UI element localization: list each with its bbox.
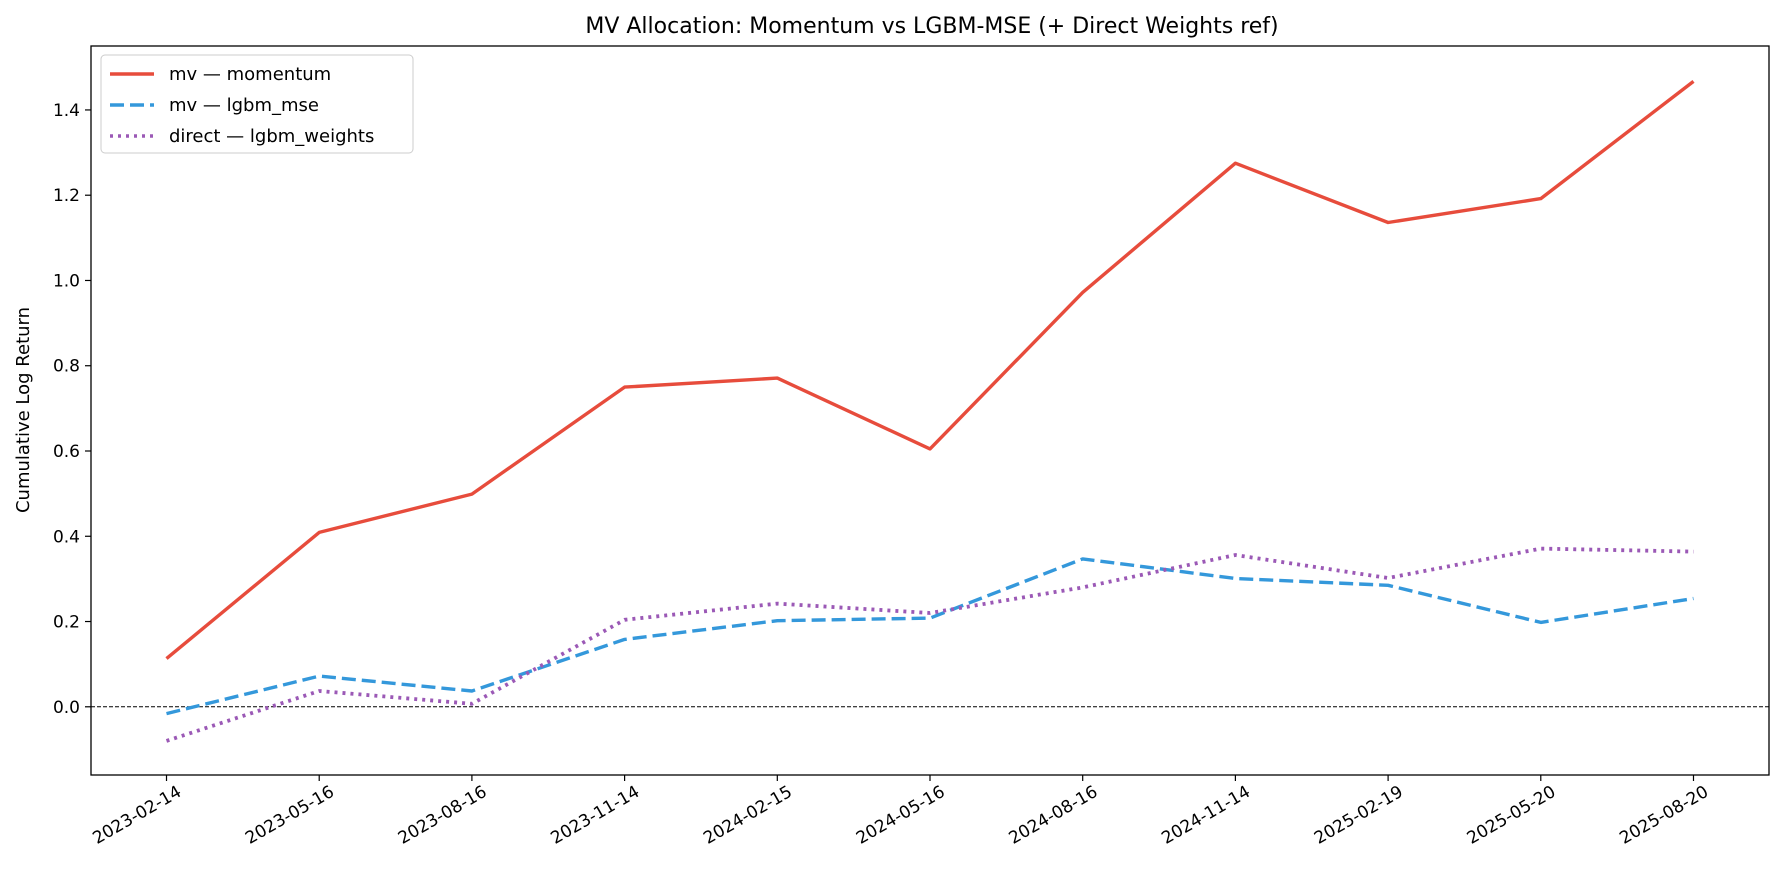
- x-tick-label: 2025-08-20: [1616, 782, 1712, 849]
- legend-label-2: direct — lgbm_weights: [169, 126, 374, 147]
- x-axis-ticks: 2023-02-14 2023-05-16 2023-08-16 2023-11-14…: [89, 775, 1712, 849]
- y-axis-ticks: 0.0 0.2 0.4 0.6 0.8 1.0 1.2 1.4: [53, 101, 91, 718]
- series-line-2: [165, 546, 1694, 743]
- legend-label-1: mv — lgbm_mse: [169, 95, 319, 116]
- plot-area-frame: [90, 45, 1770, 776]
- y-tick-label: 0.0: [53, 698, 80, 718]
- chart-title: MV Allocation: Momentum vs LGBM-MSE (+ D…: [585, 14, 1278, 39]
- legend-label-0: mv — momentum: [169, 64, 331, 85]
- x-tick-label: 2024-05-16: [853, 782, 949, 849]
- series-line-1: [166, 557, 1694, 716]
- series-layer: [165, 80, 1695, 743]
- series-line-0: [165, 80, 1695, 660]
- y-tick-label: 1.2: [53, 186, 80, 206]
- y-tick-label: 1.0: [53, 271, 80, 291]
- y-tick-label: 1.4: [53, 101, 80, 121]
- y-tick-label: 0.6: [53, 442, 80, 462]
- x-tick-label: 2024-11-14: [1158, 782, 1254, 849]
- x-tick-label: 2025-02-19: [1311, 782, 1407, 849]
- x-tick-label: 2023-08-16: [395, 782, 491, 849]
- y-tick-label: 0.2: [53, 613, 80, 633]
- x-tick-label: 2023-11-14: [548, 782, 644, 849]
- x-tick-label: 2023-05-16: [242, 782, 338, 849]
- x-tick-label: 2023-02-14: [89, 782, 185, 849]
- y-tick-label: 0.4: [53, 527, 80, 547]
- y-axis-label: Cumulative Log Return: [13, 307, 34, 513]
- x-tick-label: 2024-02-15: [700, 782, 796, 849]
- legend-box: [100, 54, 414, 154]
- y-tick-label: 0.8: [53, 357, 80, 377]
- x-tick-label: 2024-08-16: [1006, 782, 1102, 849]
- x-tick-label: 2025-05-20: [1464, 782, 1560, 849]
